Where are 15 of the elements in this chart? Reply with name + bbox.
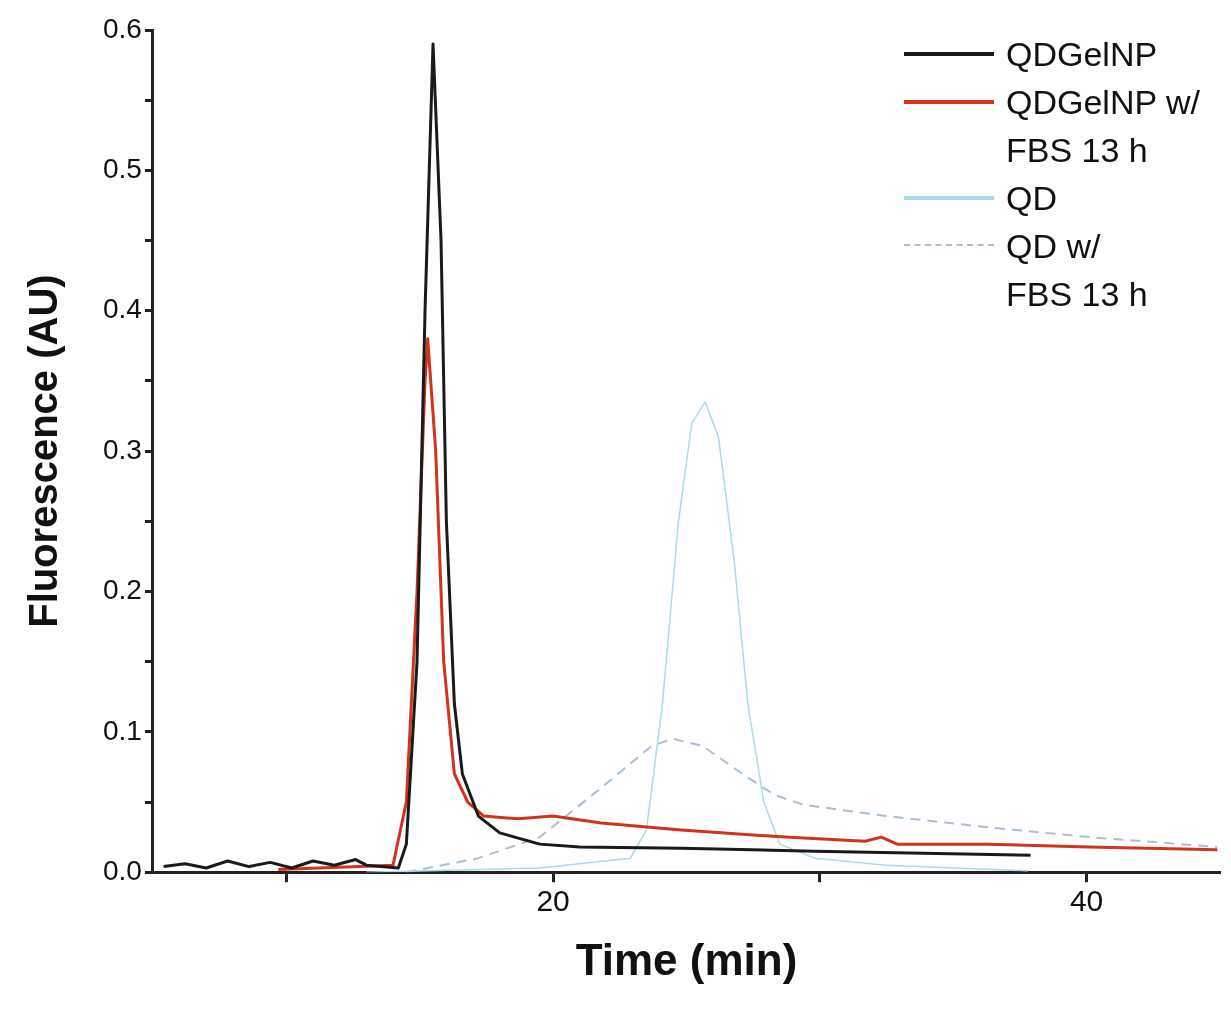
y-axis-title: Fluorescence (AU) — [21, 274, 66, 628]
y-tick-label: 0.3 — [102, 433, 142, 465]
legend-label: QDGelNP w/ FBS 13 h — [1006, 82, 1200, 171]
x-tick-label: 20 — [536, 884, 570, 918]
y-tick-label: 0.1 — [102, 714, 142, 746]
y-tick-label: 0.6 — [102, 12, 142, 44]
y-tick-label: 0.4 — [102, 293, 142, 325]
x-axis-title: Time (min) — [575, 934, 798, 984]
legend-label: QD w/ FBS 13 h — [1006, 226, 1148, 315]
y-tick-label: 0.2 — [102, 574, 142, 606]
y-tick-label: 0.0 — [102, 854, 142, 886]
legend-label: QDGelNP — [1006, 34, 1158, 75]
y-tick-label: 0.5 — [102, 153, 142, 185]
legend-label: QD — [1006, 178, 1058, 219]
x-tick-label: 40 — [1069, 884, 1104, 918]
